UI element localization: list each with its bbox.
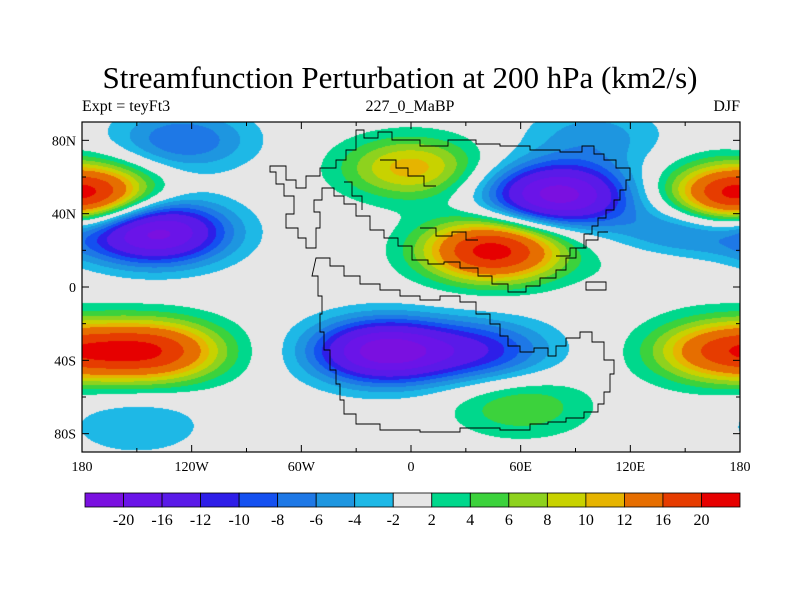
colorbar-swatch [277,492,317,508]
experiment-label: Expt = teyFt3 [82,98,171,115]
colorbar-swatch [624,492,664,508]
colorbar-label: 20 [693,512,709,529]
colorbar-label: -10 [228,512,249,529]
x-tick-label: 0 [408,460,415,475]
colorbar-swatch [161,492,201,508]
season-label: DJF [713,98,740,115]
latitude-axis: 80N 40N 0 40S 80S [52,134,740,443]
coastline-inner-detail-2 [556,231,608,257]
colorbar-swatch [392,492,433,508]
longitude-axis: 180 120W 60W 0 60E 120E 180 [72,122,751,475]
coastline-north-strait [344,181,363,210]
colorbar-label: 6 [505,512,513,529]
coastline-small-island [585,281,607,291]
colorbar-swatch [508,492,548,508]
colorbar-swatch [238,492,279,508]
coastline-southern-continent [311,257,615,433]
y-tick-label: 80S [54,428,76,443]
plot-title: Streamfunction Perturbation at 200 hPa (… [102,60,698,95]
y-tick-label: 40N [52,208,76,223]
y-tick-label: 0 [69,281,76,296]
colorbar-label: -6 [310,512,323,529]
y-tick-label: 80N [52,134,76,149]
colorbar-label: 12 [616,512,632,529]
colorbar-label: 2 [428,512,436,529]
colorbar-swatch [431,492,471,508]
coastline-north-landmass [269,129,631,293]
colorbar-label: -16 [151,512,172,529]
y-tick-label: 40S [54,354,76,369]
coastline-inner-detail-1 [420,227,478,241]
colorbar-swatch [315,492,356,508]
colorbar-swatch [123,492,163,508]
streamfunction-field [82,122,740,452]
x-tick-label: 180 [72,460,93,475]
colorbar-label: 10 [578,512,594,529]
colorbar-label: -12 [190,512,211,529]
colorbar-swatch [701,492,741,508]
colorbar-label: -8 [271,512,284,529]
colorbar-swatch [662,492,702,508]
colorbar: -20 -16 -12 -10 -8 -6 -4 -2 2 4 6 8 10 12 16 20 [84,492,741,529]
colorbar-swatch [84,492,124,508]
x-tick-label: 60W [288,460,316,475]
colorbar-swatch [546,492,587,508]
x-tick-label: 120E [616,460,646,475]
colorbar-label: -4 [348,512,361,529]
colorbar-swatch [200,492,240,508]
colorbar-swatch [354,492,394,508]
period-label: 227_0_MaBP [365,98,455,115]
colorbar-label: -2 [387,512,400,529]
colorbar-label: -20 [113,512,134,529]
x-tick-label: 60E [509,460,532,475]
colorbar-label: 4 [466,512,474,529]
x-tick-label: 180 [730,460,751,475]
coastline-north-inlet [380,159,436,187]
colorbar-swatch [585,492,625,508]
colorbar-swatch [469,492,510,508]
colorbar-label: 16 [655,512,671,529]
x-tick-label: 120W [175,460,210,475]
coastline-outline [269,129,631,433]
colorbar-label: 8 [543,512,551,529]
